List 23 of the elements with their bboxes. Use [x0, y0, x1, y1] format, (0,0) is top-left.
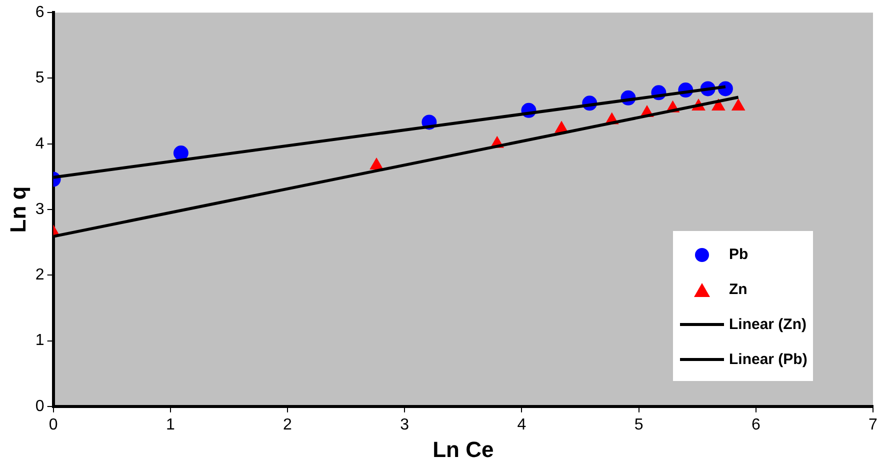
point [173, 146, 188, 161]
y-tick-label: 2 [35, 266, 44, 284]
x-tick-label: 3 [400, 416, 410, 434]
x-tick-label: 2 [283, 416, 292, 434]
point [370, 158, 384, 170]
legend-label: Zn [729, 281, 748, 298]
legend-label: Linear (Zn) [729, 316, 806, 334]
y-tick-label: 4 [35, 135, 44, 152]
y-tick-label: 0 [35, 398, 44, 415]
y-tick-label: 6 [35, 4, 44, 22]
x-tick-label: 7 [868, 416, 878, 434]
legend-label: Pb [729, 246, 748, 264]
x-tick-label: 4 [517, 416, 526, 434]
y-tick-label: 5 [35, 70, 44, 87]
y-tick-label: 1 [35, 332, 44, 350]
y-tick-label: 3 [35, 200, 44, 218]
legend-label: Linear (Pb) [729, 351, 808, 368]
x-axis-title: Ln Ce [432, 436, 494, 462]
x-tick-label: 5 [634, 416, 644, 434]
x-tick-label: 0 [48, 416, 58, 434]
x-tick-label: 1 [166, 416, 175, 434]
x-tick-label: 6 [751, 416, 760, 434]
y-axis-title: Ln q [5, 186, 30, 233]
